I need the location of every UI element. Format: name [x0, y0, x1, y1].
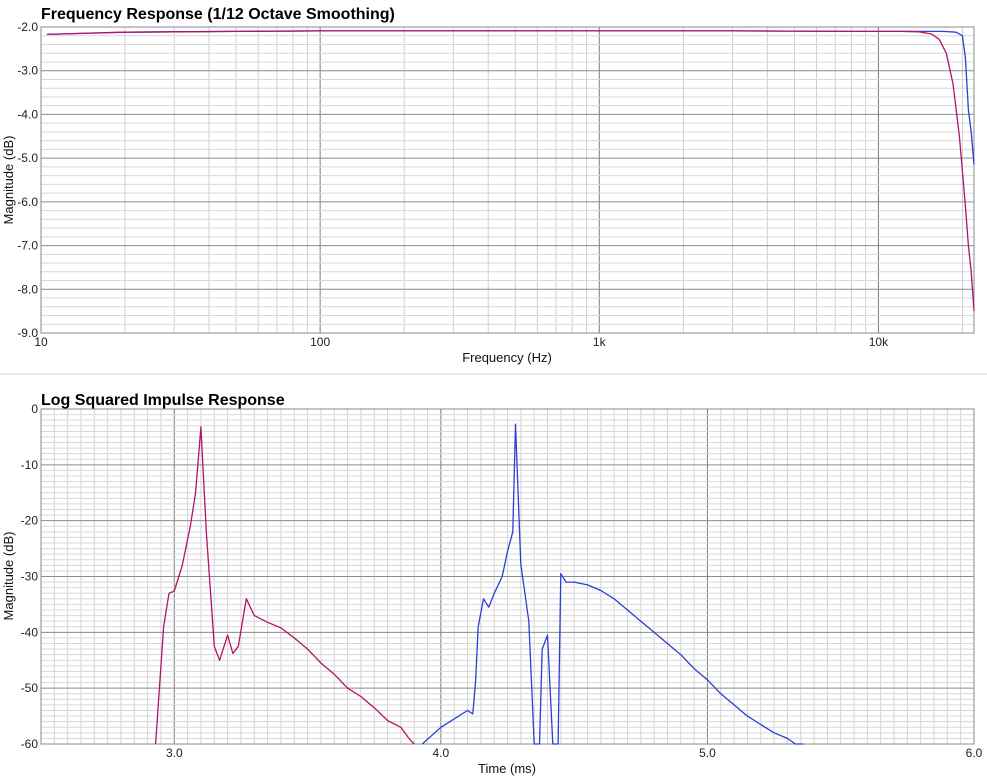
impulse-response-ylabel: Magnitude (dB) — [1, 532, 16, 621]
y-tick-label: -9.0 — [17, 326, 38, 340]
x-tick-label: 3.0 — [166, 746, 183, 760]
frequency-response-chart: Frequency Response (1/12 Octave Smoothin… — [1, 6, 975, 365]
series-line-2 — [46, 30, 975, 312]
y-tick-label: -10 — [21, 458, 39, 472]
y-tick-label: -20 — [21, 514, 39, 528]
y-tick-label: -6.0 — [17, 195, 38, 209]
x-tick-label: 5.0 — [699, 746, 716, 760]
impulse-response-series — [154, 423, 804, 745]
impulse-response-grid — [40, 408, 974, 745]
impulse-response-tick-labels: 3.0 4.0 5.0 6.0 0 -10 -20 -30 -40 -50 -60 — [21, 402, 983, 760]
y-tick-label: -40 — [21, 625, 39, 639]
y-tick-label: -50 — [21, 681, 39, 695]
impulse-response-chart: Log Squared Impulse Response 3.0 4.0 5.0 6.… — [1, 392, 983, 776]
frequency-response-series — [46, 30, 975, 312]
y-tick-label: -7.0 — [17, 239, 38, 253]
y-tick-label: 0 — [31, 402, 38, 416]
x-tick-label: 4.0 — [433, 746, 450, 760]
impulse-response-plot-frame — [40, 408, 975, 745]
y-tick-label: -60 — [21, 737, 39, 751]
y-tick-label: -8.0 — [17, 282, 38, 296]
impulse-response-xlabel: Time (ms) — [478, 761, 536, 776]
impulse-response-title: Log Squared Impulse Response — [41, 392, 285, 409]
frequency-response-tick-labels: 10 100 1k 10k -2.0 -3.0 -4.0 -5.0 -6.0 -7.0 -8.0 -9… — [17, 20, 889, 349]
y-tick-label: -30 — [21, 570, 39, 584]
frequency-response-ylabel: Magnitude (dB) — [1, 136, 16, 225]
y-tick-label: -4.0 — [17, 107, 38, 121]
y-tick-label: -3.0 — [17, 64, 38, 78]
x-tick-label: 100 — [310, 335, 330, 349]
frequency-response-plot-frame — [40, 26, 975, 334]
x-tick-label: 10k — [869, 335, 889, 349]
y-tick-label: -5.0 — [17, 151, 38, 165]
y-tick-label: -2.0 — [17, 20, 38, 34]
series-line-2 — [421, 423, 804, 745]
x-tick-label: 1k — [593, 335, 607, 349]
x-tick-label: 6.0 — [966, 746, 983, 760]
frequency-response-grid — [41, 26, 974, 334]
x-tick-label: 10 — [34, 335, 48, 349]
series-line-1 — [154, 426, 415, 745]
frequency-response-xlabel: Frequency (Hz) — [462, 350, 552, 365]
frequency-response-title: Frequency Response (1/12 Octave Smoothin… — [41, 6, 395, 23]
